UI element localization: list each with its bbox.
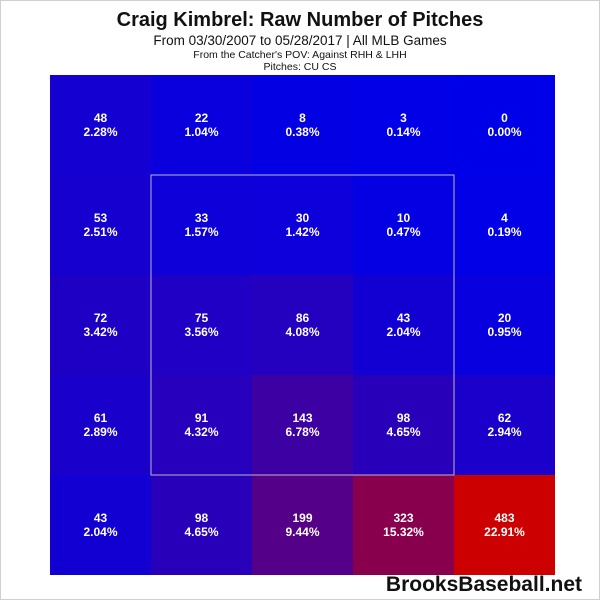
zone-cell <box>252 375 353 475</box>
cell-percent-label: 0.00% <box>487 125 521 139</box>
cell-count-label: 143 <box>292 411 312 425</box>
cell-count-label: 33 <box>195 211 209 225</box>
cell-percent-label: 4.65% <box>386 425 420 439</box>
cell-percent-label: 4.65% <box>184 525 218 539</box>
cell-percent-label: 2.94% <box>487 425 521 439</box>
zone-cell <box>151 275 252 375</box>
cell-count-label: 4 <box>501 211 508 225</box>
cell-percent-label: 3.56% <box>184 325 218 339</box>
zone-cell <box>252 175 353 275</box>
cell-count-label: 98 <box>397 411 411 425</box>
zone-cell <box>252 275 353 375</box>
zone-cell <box>353 275 454 375</box>
cell-percent-label: 4.08% <box>285 325 319 339</box>
zone-cell <box>454 475 555 575</box>
cell-percent-label: 0.19% <box>487 225 521 239</box>
chart-subtitle: From 03/30/2007 to 05/28/2017 | All MLB … <box>153 33 447 48</box>
cell-count-label: 72 <box>94 311 108 325</box>
zone-cell <box>454 175 555 275</box>
cell-percent-label: 9.44% <box>285 525 319 539</box>
strike-zone-outline <box>150 174 455 476</box>
cell-percent-label: 0.38% <box>285 125 319 139</box>
zone-cell <box>252 475 353 575</box>
cell-count-label: 323 <box>393 511 413 525</box>
cell-percent-label: 6.78% <box>285 425 319 439</box>
cell-percent-label: 2.28% <box>83 125 117 139</box>
cell-percent-label: 2.89% <box>83 425 117 439</box>
zone-cell <box>353 75 454 175</box>
zone-cell <box>50 275 151 375</box>
cell-count-label: 10 <box>397 211 411 225</box>
cell-percent-label: 22.91% <box>484 525 525 539</box>
zone-cell <box>50 75 151 175</box>
cell-count-label: 62 <box>498 411 512 425</box>
zone-cell <box>454 375 555 475</box>
watermark: BrooksBaseball.net <box>385 573 582 596</box>
cell-percent-label: 2.51% <box>83 225 117 239</box>
cell-percent-label: 1.04% <box>184 125 218 139</box>
zone-cell <box>151 75 252 175</box>
cell-count-label: 75 <box>195 311 209 325</box>
cell-count-label: 43 <box>94 511 108 525</box>
cell-percent-label: 15.32% <box>383 525 424 539</box>
cell-count-label: 8 <box>299 111 306 125</box>
zone-cell <box>252 75 353 175</box>
cell-percent-label: 4.32% <box>184 425 218 439</box>
zone-cell <box>151 475 252 575</box>
zone-cell <box>151 175 252 275</box>
chart-title: Craig Kimbrel: Raw Number of Pitches <box>116 9 484 31</box>
cell-percent-label: 2.04% <box>386 325 420 339</box>
zone-cell <box>454 75 555 175</box>
zone-cell <box>454 275 555 375</box>
cell-count-label: 43 <box>397 311 411 325</box>
zone-cell <box>50 175 151 275</box>
cell-count-label: 61 <box>94 411 108 425</box>
cell-count-label: 86 <box>296 311 310 325</box>
zone-cell <box>50 375 151 475</box>
zone-cell <box>151 375 252 475</box>
cell-count-label: 3 <box>400 111 407 125</box>
cell-count-label: 53 <box>94 211 108 225</box>
cell-count-label: 0 <box>501 111 508 125</box>
zone-cell <box>50 475 151 575</box>
cell-percent-label: 0.95% <box>487 325 521 339</box>
pov-label: From the Catcher's POV: Against RHH & LH… <box>193 49 407 61</box>
cell-count-label: 20 <box>498 311 512 325</box>
cell-count-label: 199 <box>292 511 312 525</box>
cell-count-label: 30 <box>296 211 310 225</box>
cell-count-label: 48 <box>94 111 108 125</box>
cell-percent-label: 2.04% <box>83 525 117 539</box>
cell-count-label: 91 <box>195 411 209 425</box>
zone-cell <box>353 475 454 575</box>
cell-percent-label: 0.47% <box>386 225 420 239</box>
cell-count-label: 483 <box>494 511 514 525</box>
zone-cell <box>353 175 454 275</box>
cell-count-label: 22 <box>195 111 209 125</box>
cell-percent-label: 1.42% <box>285 225 319 239</box>
cell-percent-label: 0.14% <box>386 125 420 139</box>
zone-cell <box>353 375 454 475</box>
cell-count-label: 98 <box>195 511 209 525</box>
cell-percent-label: 1.57% <box>184 225 218 239</box>
cell-percent-label: 3.42% <box>83 325 117 339</box>
pitches-label: Pitches: CU CS <box>263 61 337 73</box>
